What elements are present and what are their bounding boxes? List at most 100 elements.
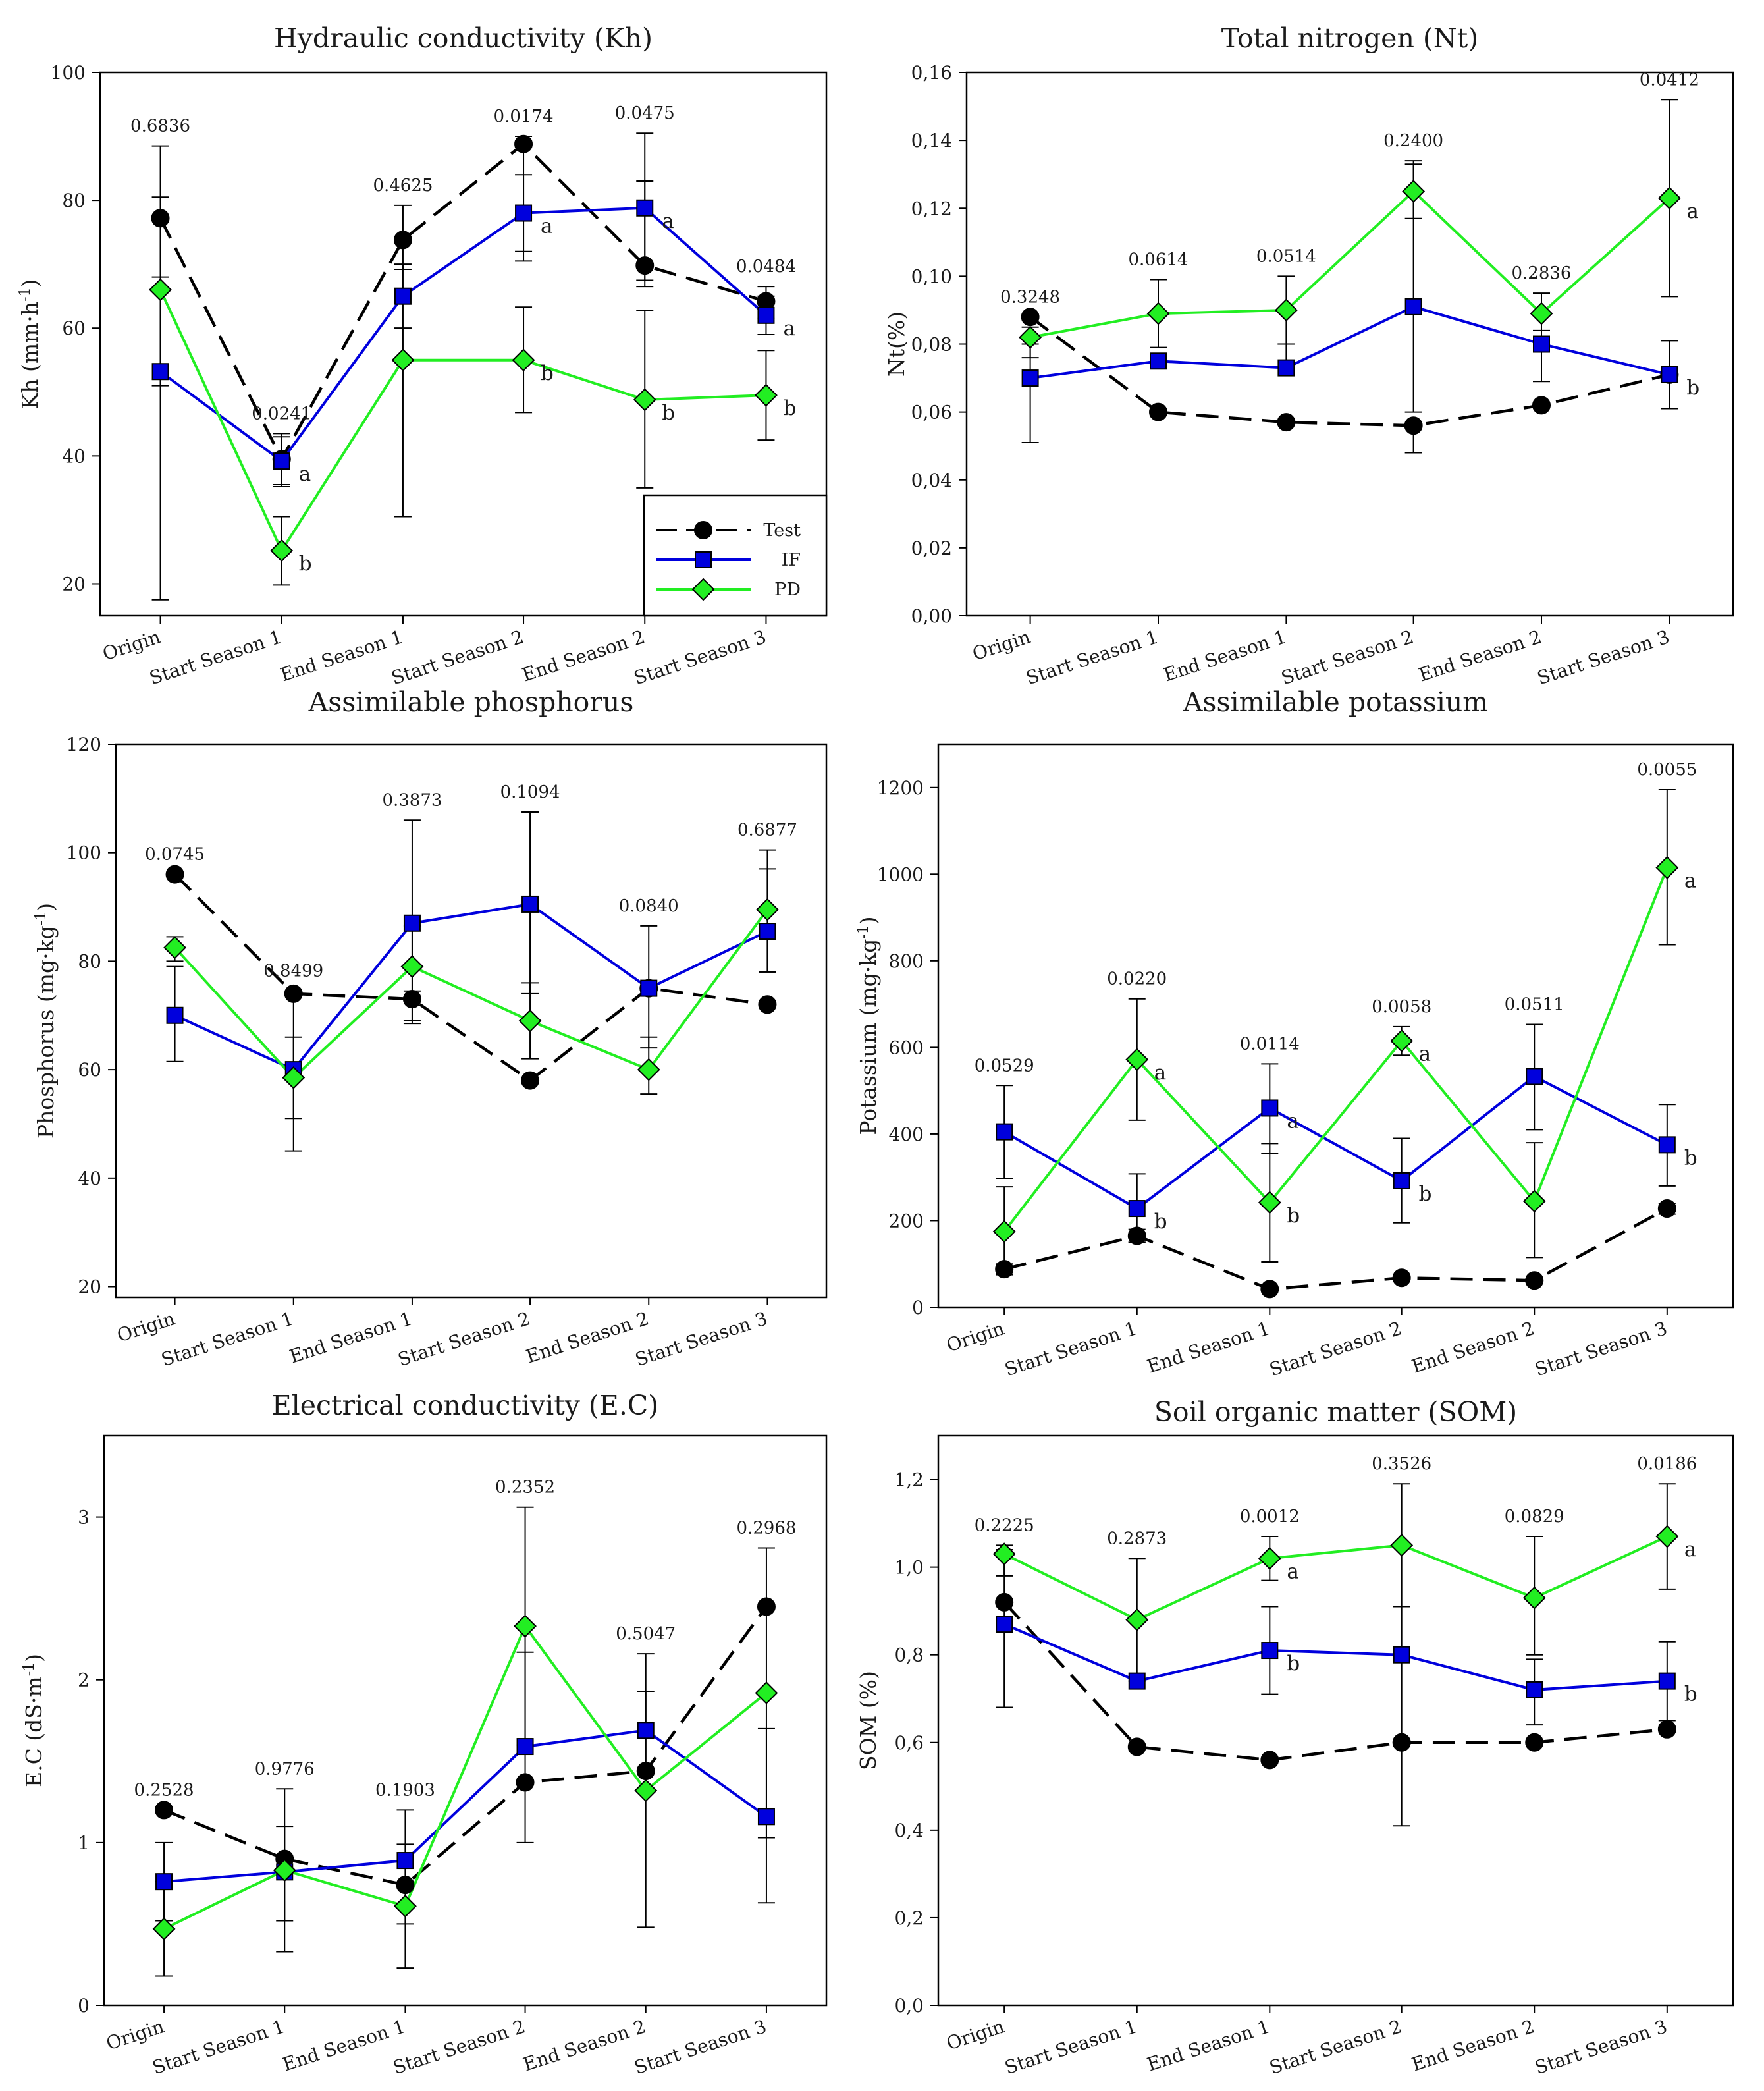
y-tick-label: 0,06 bbox=[911, 402, 952, 423]
y-tick-label: 60 bbox=[78, 1059, 101, 1081]
significance-letter: a bbox=[1684, 1538, 1696, 1561]
p-value-1: 0.2873 bbox=[1107, 1529, 1167, 1548]
p-value-3: 0.2400 bbox=[1383, 131, 1443, 151]
marker-pd-5 bbox=[755, 1681, 778, 1704]
marker-pd-2 bbox=[400, 955, 424, 979]
marker-if-2 bbox=[1277, 359, 1295, 377]
marker-pd-3 bbox=[1402, 180, 1426, 203]
x-tick-label: End Season 1 bbox=[278, 626, 406, 686]
marker-test-4 bbox=[636, 1762, 655, 1781]
marker-if-4 bbox=[1526, 1681, 1543, 1698]
p-value-4: 0.0475 bbox=[615, 103, 675, 123]
y-tick-label: 40 bbox=[62, 445, 86, 467]
x-tick-label: End Season 1 bbox=[1161, 626, 1289, 686]
y-axis-label-base: Kh (mm·h bbox=[17, 302, 43, 410]
marker-if-0 bbox=[155, 1873, 173, 1891]
marker-test-0 bbox=[995, 1592, 1014, 1612]
legend-box bbox=[643, 494, 828, 617]
marker-pd-4 bbox=[1522, 1189, 1546, 1213]
y-tick-label: 0,08 bbox=[911, 334, 952, 356]
marker-pd-1 bbox=[273, 1859, 296, 1882]
y-axis-label-sup: -1 bbox=[21, 1662, 38, 1676]
p-value-1: 0.0220 bbox=[1107, 969, 1167, 989]
series-line-test bbox=[1003, 1601, 1668, 1762]
x-tick-label: Start Season 3 bbox=[633, 1307, 770, 1371]
marker-if-2 bbox=[403, 914, 421, 932]
marker-if-1 bbox=[1128, 1200, 1146, 1218]
marker-test-3 bbox=[516, 1773, 535, 1792]
marker-pd-0 bbox=[152, 1917, 176, 1941]
x-tick-label: Start Season 2 bbox=[395, 1307, 533, 1371]
marker-pd-5 bbox=[1655, 856, 1679, 879]
marker-if-5 bbox=[1658, 1136, 1676, 1154]
p-value-0: 0.6836 bbox=[130, 117, 190, 136]
marker-if-1 bbox=[273, 452, 290, 470]
p-value-3: 0.3526 bbox=[1372, 1454, 1431, 1474]
x-tick-label: End Season 2 bbox=[523, 1307, 651, 1367]
series-line-test bbox=[163, 1606, 768, 1887]
significance-letter: a bbox=[541, 215, 552, 238]
y-axis-label-sup: -1 bbox=[17, 287, 34, 301]
marker-pd-4 bbox=[634, 1779, 658, 1803]
series-line-if bbox=[1003, 1075, 1668, 1210]
marker-pd-5 bbox=[756, 898, 779, 921]
marker-if-0 bbox=[166, 1006, 184, 1024]
y-tick-label: 2 bbox=[78, 1670, 90, 1691]
y-tick-label: 20 bbox=[62, 573, 86, 595]
marker-test-1 bbox=[1149, 402, 1167, 421]
x-tick-label: End Season 1 bbox=[1144, 2015, 1272, 2075]
marker-if-5 bbox=[1658, 1672, 1676, 1690]
y-axis-label-end: ) bbox=[33, 903, 59, 911]
y-axis-label-end: ) bbox=[21, 1654, 47, 1662]
x-tick-label: Origin bbox=[944, 1317, 1007, 1356]
marker-test-3 bbox=[521, 1071, 540, 1090]
x-tick-label: Start Season 3 bbox=[631, 626, 769, 689]
significance-letter: b bbox=[541, 362, 554, 385]
marker-if-3 bbox=[1393, 1172, 1410, 1189]
marker-pd-5 bbox=[1655, 1525, 1679, 1548]
y-tick-label: 1200 bbox=[877, 777, 924, 799]
significance-letter: b bbox=[1287, 1652, 1300, 1675]
p-value-3: 0.2352 bbox=[495, 1478, 555, 1498]
marker-test-5 bbox=[1657, 1720, 1676, 1739]
chart-title: Assimilable phosphorus bbox=[308, 686, 634, 718]
marker-if-4 bbox=[637, 1722, 655, 1739]
significance-letter: a bbox=[662, 209, 674, 233]
y-axis-label: Nt(%) bbox=[884, 312, 909, 377]
x-tick-label: Start Season 1 bbox=[1002, 2015, 1140, 2078]
significance-letter: b bbox=[1419, 1182, 1432, 1206]
x-tick-label: Start Season 3 bbox=[631, 2015, 769, 2078]
x-tick-label: Start Season 2 bbox=[1267, 2015, 1404, 2078]
marker-test-2 bbox=[396, 1876, 415, 1895]
marker-pd-0 bbox=[992, 1542, 1016, 1566]
p-value-4: 0.5047 bbox=[616, 1624, 676, 1644]
p-value-2: 0.0012 bbox=[1240, 1507, 1300, 1527]
x-tick-label: Start Season 1 bbox=[159, 1307, 296, 1371]
y-axis-label-sup: -1 bbox=[33, 911, 49, 925]
marker-if-4 bbox=[636, 199, 654, 217]
series-line-test bbox=[1029, 315, 1670, 427]
y-axis-label: E.C (dS·m-1) bbox=[21, 1654, 47, 1787]
marker-if-2 bbox=[396, 1852, 414, 1870]
significance-letter: a bbox=[783, 317, 795, 340]
marker-test-2 bbox=[402, 990, 421, 1009]
marker-test-4 bbox=[635, 256, 655, 275]
marker-test-4 bbox=[1525, 1271, 1544, 1290]
y-tick-label: 100 bbox=[51, 62, 86, 84]
marker-if-3 bbox=[515, 204, 533, 222]
y-tick-label: 0,14 bbox=[911, 130, 952, 151]
x-tick-label: Origin bbox=[103, 2015, 167, 2054]
p-value-5: 0.2968 bbox=[736, 1519, 796, 1538]
p-value-1: 0.9776 bbox=[255, 1759, 315, 1779]
marker-pd-5 bbox=[755, 383, 778, 407]
p-value-4: 0.0511 bbox=[1505, 995, 1564, 1015]
marker-test-2 bbox=[1277, 413, 1296, 432]
marker-if-3 bbox=[521, 895, 539, 913]
marker-pd-4 bbox=[1522, 1586, 1546, 1610]
p-value-2: 0.0114 bbox=[1240, 1034, 1300, 1054]
y-tick-label: 0,12 bbox=[911, 198, 952, 219]
y-tick-label: 1 bbox=[78, 1832, 90, 1854]
p-value-1: 0.0614 bbox=[1129, 250, 1189, 270]
p-value-5: 0.6877 bbox=[737, 821, 797, 840]
p-value-5: 0.0412 bbox=[1640, 70, 1699, 90]
